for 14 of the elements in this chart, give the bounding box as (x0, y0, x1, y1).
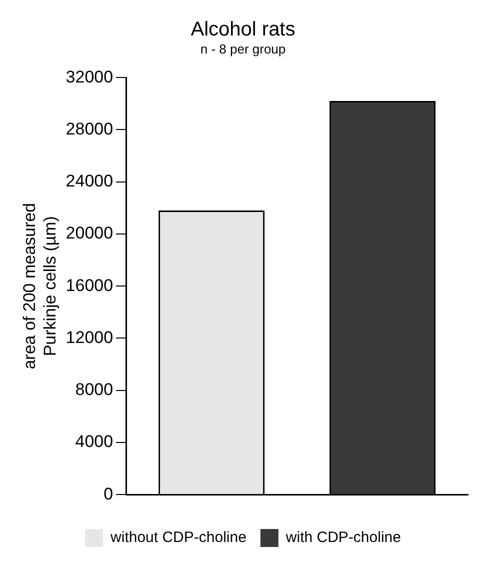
y-tick-label: 20000 (66, 224, 114, 243)
legend-label: with CDP-choline (284, 529, 401, 546)
y-axis-title: area of 200 measured Purkinje cells (µm) (20, 202, 60, 370)
y-tick-label: 32000 (66, 67, 114, 86)
y-tick-label: 8000 (75, 380, 114, 400)
chart-title: Alcohol rats (190, 18, 296, 41)
y-tick-label: 12000 (66, 328, 114, 347)
legend-label: without CDP-choline (110, 529, 246, 546)
y-tick-label: 24000 (66, 172, 114, 191)
y-tick-label: 28000 (66, 119, 114, 138)
y-tick-label: 16000 (66, 276, 114, 295)
y-tick-label: 0 (104, 484, 114, 504)
chart-subtitle: n - 8 per group (200, 41, 286, 56)
y-tick-label: 4000 (75, 432, 114, 452)
